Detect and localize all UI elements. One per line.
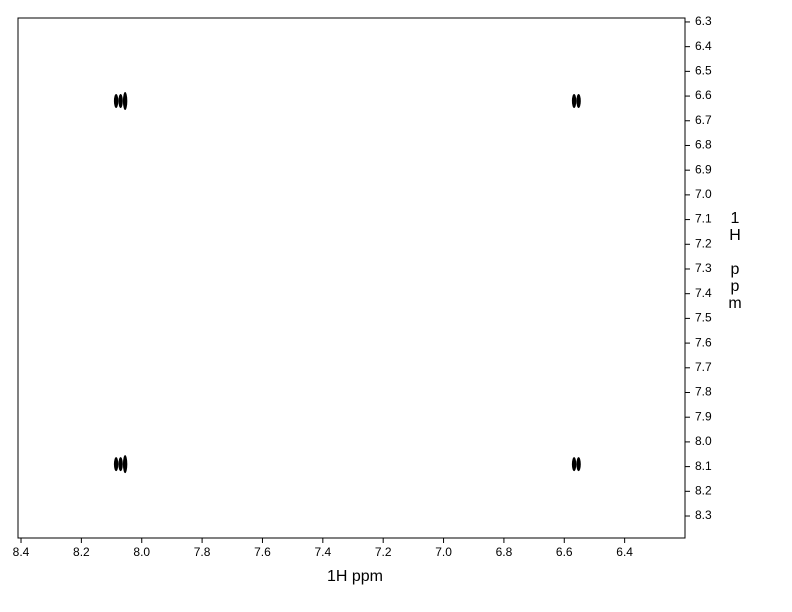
x-tick-label: 7.0 — [435, 545, 452, 559]
y-tick-label: 6.3 — [695, 14, 712, 28]
y-tick-label: 6.7 — [695, 113, 712, 127]
peak-lobe — [118, 94, 123, 109]
y-tick-label: 6.9 — [695, 162, 712, 176]
cross-peak — [113, 92, 128, 111]
cross-peak — [571, 94, 581, 109]
cross-peak — [113, 455, 128, 474]
y-tick-label: 6.4 — [695, 39, 712, 53]
x-tick-label: 6.8 — [496, 545, 513, 559]
peak-lobe — [122, 455, 128, 474]
y-tick-label: 6.5 — [695, 64, 712, 78]
y-tick-label: 8.0 — [695, 434, 712, 448]
cross-peak — [571, 457, 581, 472]
y-tick-label: 8.1 — [695, 459, 712, 473]
y-tick-label: 7.6 — [695, 335, 712, 349]
y-tick-label: 6.6 — [695, 88, 712, 102]
y-tick-label: 7.4 — [695, 286, 712, 300]
x-tick-label: 8.0 — [133, 545, 150, 559]
y-tick-label: 7.3 — [695, 261, 712, 275]
x-axis-title: 1H ppm — [327, 568, 383, 585]
peak-lobe — [571, 457, 577, 472]
plot-frame — [17, 17, 686, 539]
x-tick-label: 7.4 — [314, 545, 331, 559]
x-tick-label: 6.6 — [556, 545, 573, 559]
x-tick-label: 7.2 — [375, 545, 392, 559]
y-tick-label: 7.5 — [695, 311, 712, 325]
y-tick-label: 7.0 — [695, 187, 712, 201]
x-tick-label: 7.6 — [254, 545, 271, 559]
y-tick-label: 7.9 — [695, 409, 712, 423]
peak-lobe — [576, 94, 581, 109]
x-tick-label: 8.2 — [73, 545, 90, 559]
peak-lobe — [118, 457, 123, 472]
peak-lobe — [571, 94, 577, 109]
x-tick-label: 7.8 — [194, 545, 211, 559]
y-tick-label: 7.7 — [695, 360, 712, 374]
x-tick-label: 8.4 — [13, 545, 30, 559]
x-tick-label: 6.4 — [616, 545, 633, 559]
peak-lobe — [113, 457, 119, 472]
peak-lobe — [576, 457, 581, 472]
y-tick-label: 7.2 — [695, 236, 712, 250]
peak-lobe — [113, 94, 119, 109]
y-axis-title: 1H ppm — [727, 210, 744, 312]
y-tick-label: 6.8 — [695, 138, 712, 152]
y-tick-label: 8.3 — [695, 508, 712, 522]
y-tick-label: 7.1 — [695, 212, 712, 226]
y-tick-label: 8.2 — [695, 483, 712, 497]
peak-lobe — [122, 92, 128, 111]
y-tick-label: 7.8 — [695, 385, 712, 399]
